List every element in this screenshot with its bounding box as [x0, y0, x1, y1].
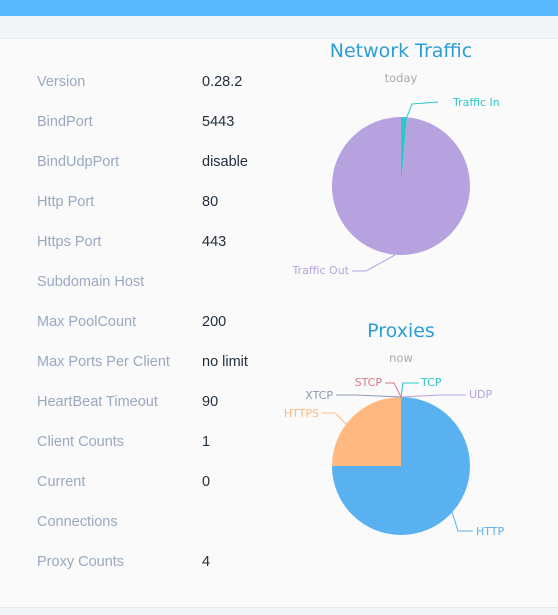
- info-label: Http Port: [37, 194, 95, 210]
- traffic-chart-subtitle: today: [384, 71, 418, 85]
- info-value: 443: [202, 234, 227, 250]
- info-value: 5443: [202, 114, 235, 130]
- info-value: 90: [202, 394, 219, 410]
- pie-slice-traffic-in[interactable]: [401, 117, 408, 186]
- label-line: [404, 101, 439, 123]
- slice-label: TCP: [420, 376, 442, 389]
- slice-label: STCP: [355, 376, 383, 389]
- info-value: 4: [202, 554, 211, 570]
- info-value: 80: [202, 194, 219, 210]
- proxies-chart-title: Proxies: [367, 320, 435, 342]
- info-value: 0: [202, 474, 211, 490]
- info-value: 0.28.2: [202, 74, 243, 90]
- info-value: disable: [202, 154, 248, 170]
- info-label: BindPort: [37, 114, 93, 130]
- info-label: Subdomain Host: [37, 274, 145, 290]
- label-line: [322, 412, 348, 426]
- slice-label: Traffic In: [452, 96, 500, 109]
- slice-label: Traffic Out: [292, 264, 350, 277]
- label-line: [400, 394, 466, 398]
- slice-label: HTTPS: [284, 407, 319, 420]
- label-line: [385, 382, 402, 398]
- info-value: 200: [202, 314, 227, 330]
- proxies-chart-subtitle: now: [389, 351, 413, 365]
- label-line: [451, 511, 473, 532]
- header-bar: [0, 0, 558, 16]
- info-label: Https Port: [37, 234, 102, 250]
- info-label: Proxy Counts: [37, 554, 125, 570]
- pie-slice-traffic-out[interactable]: [331, 117, 470, 255]
- info-label: BindUdpPort: [37, 154, 120, 170]
- info-label: Version: [37, 74, 86, 90]
- overview-panel: Version 0.28.2 BindPort 5443 BindUdpPort disa…: [0, 38, 558, 608]
- pie-slice-https[interactable]: [332, 397, 401, 466]
- label-line: [352, 254, 396, 272]
- info-value: no limit: [202, 354, 248, 370]
- info-label: Current: [37, 474, 86, 490]
- info-label: Max PoolCount: [37, 314, 137, 330]
- info-value: 1: [202, 434, 211, 450]
- info-label: Max Ports Per Client: [37, 354, 170, 370]
- info-label: HeartBeat Timeout: [37, 394, 158, 410]
- slice-label: HTTP: [476, 525, 505, 538]
- label-line: [400, 382, 419, 398]
- traffic-chart-title: Network Traffic: [329, 40, 473, 62]
- info-label: Client Counts: [37, 434, 125, 450]
- slice-label: XTCP: [305, 389, 333, 402]
- label-line: [336, 394, 402, 398]
- info-label: Connections: [37, 514, 118, 530]
- slice-label: UDP: [469, 388, 493, 401]
